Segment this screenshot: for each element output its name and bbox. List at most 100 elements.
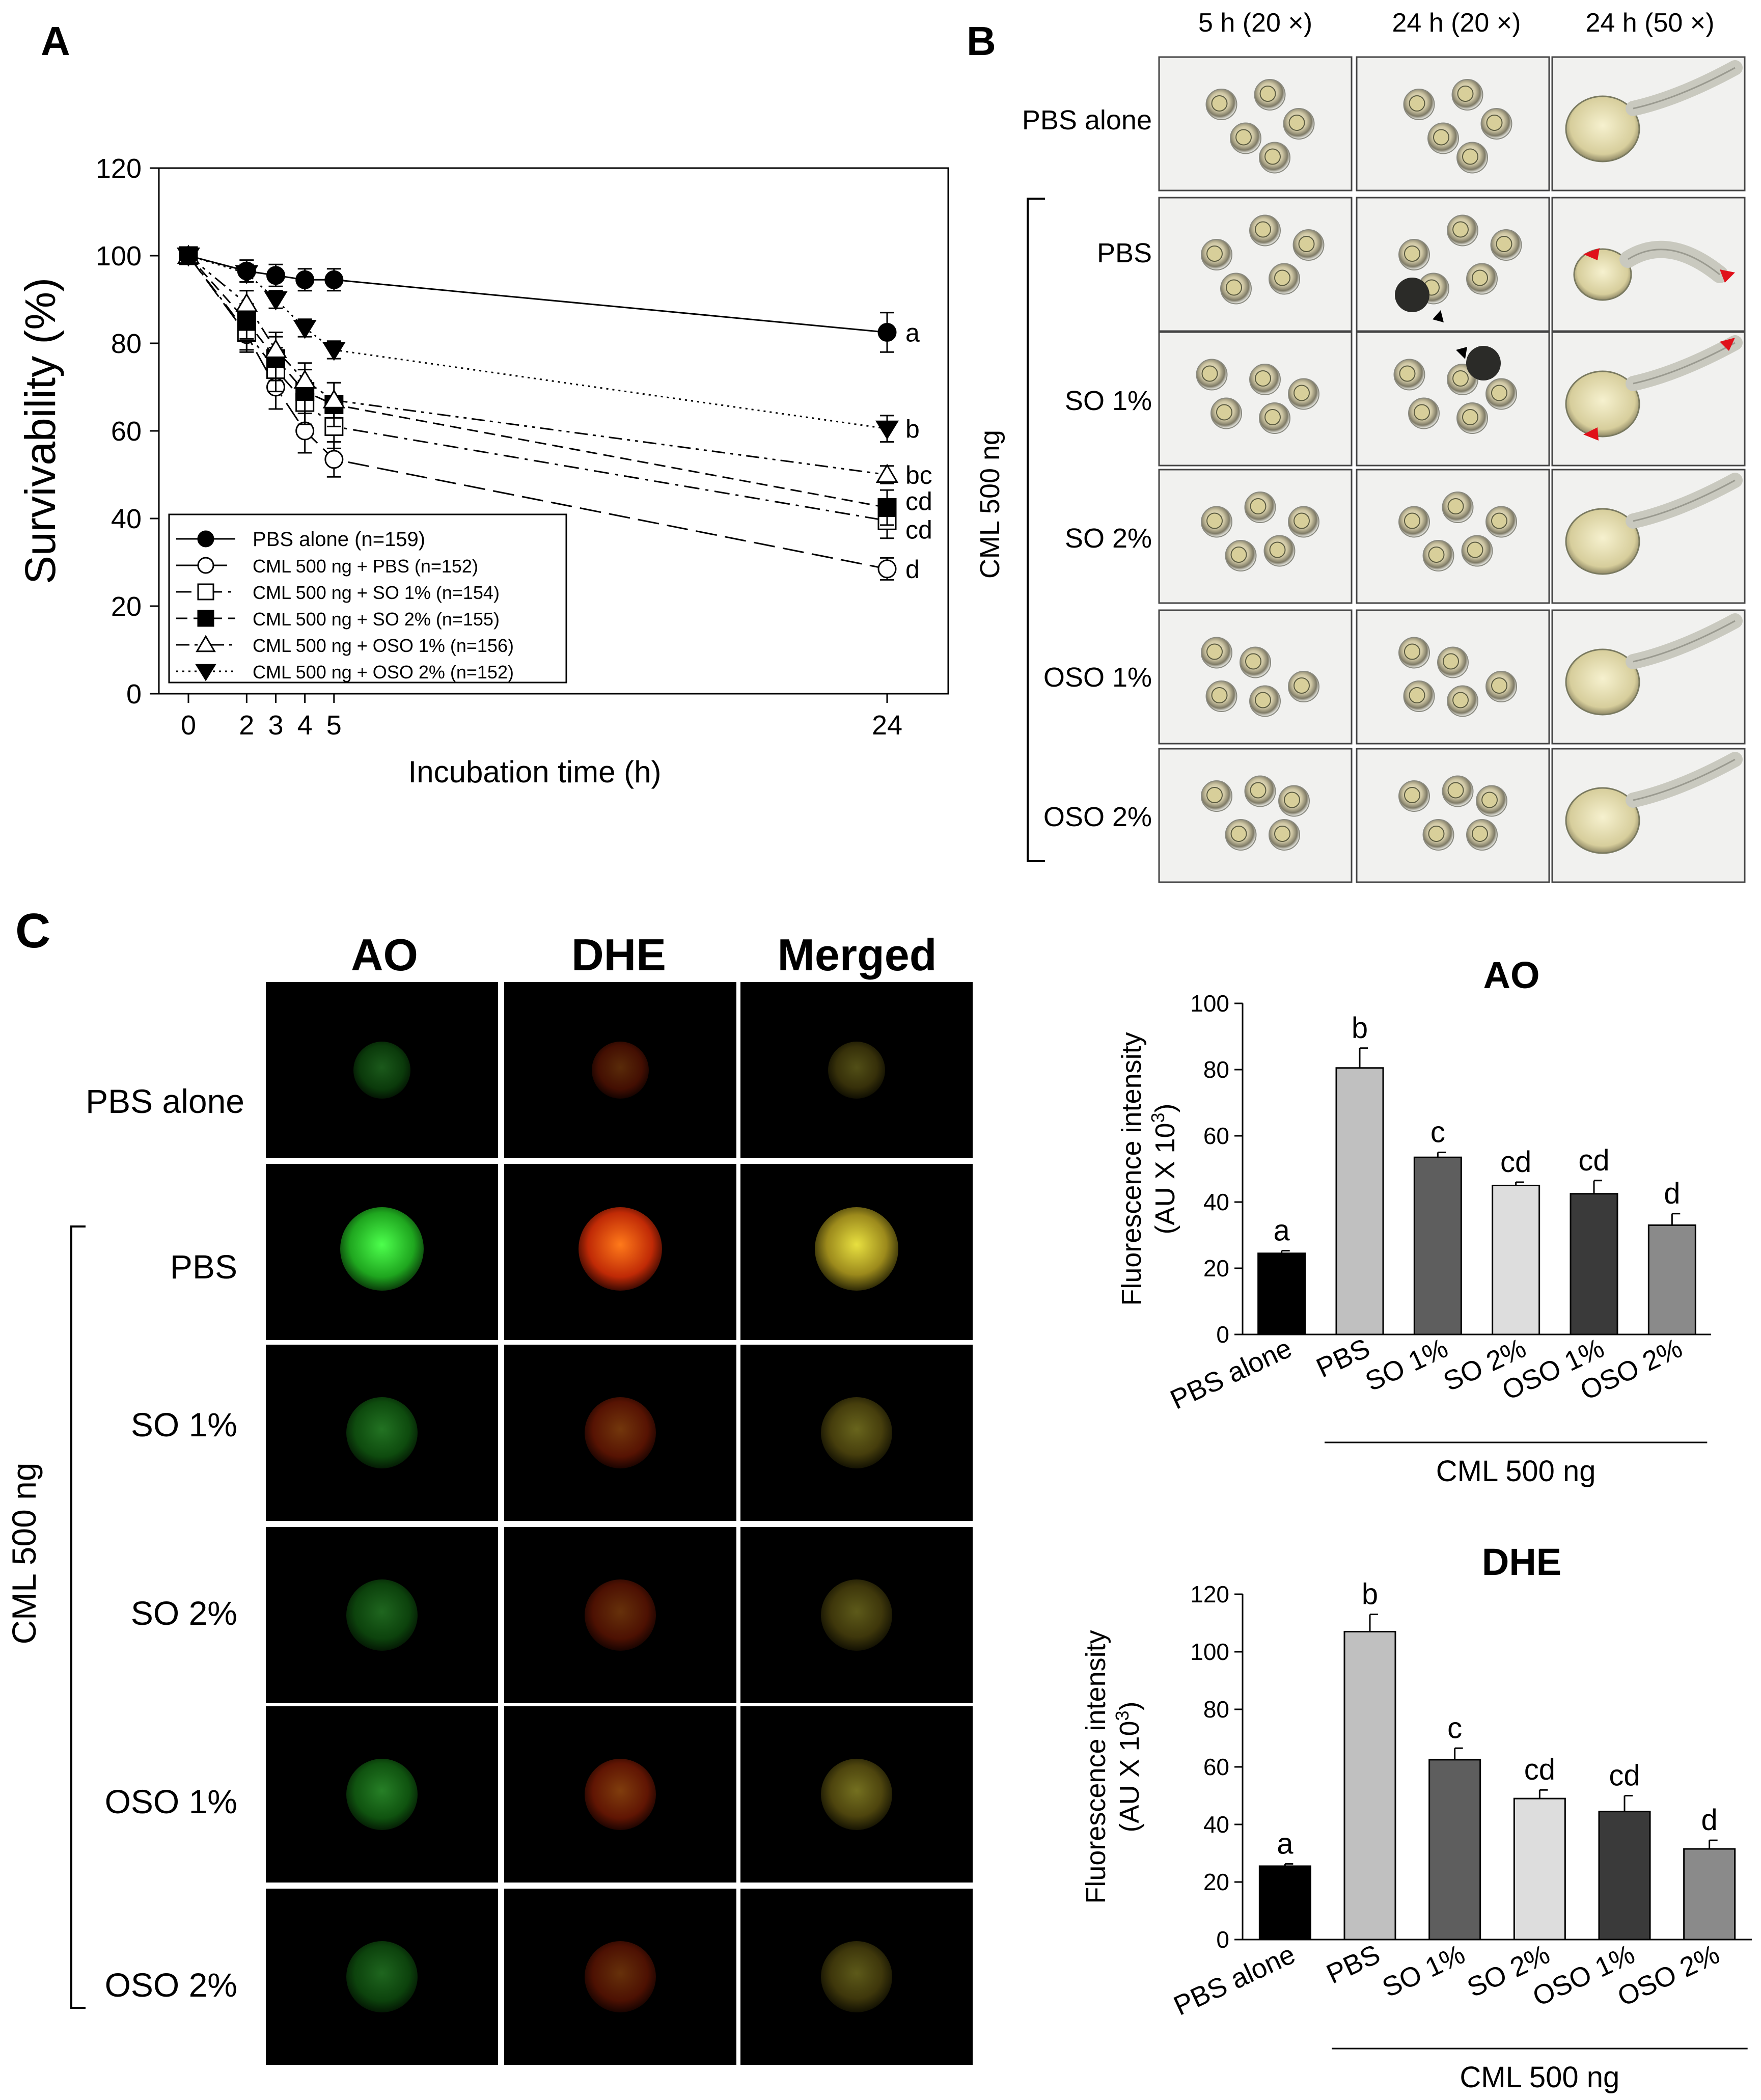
embryo-signal bbox=[821, 1941, 892, 2012]
fluorescence-r4-c1 bbox=[504, 1706, 736, 1883]
embryo-yolk bbox=[1462, 409, 1478, 425]
row-label-so2: SO 2% bbox=[1065, 523, 1152, 554]
embryo-yolk bbox=[1294, 677, 1310, 694]
embryo-signal bbox=[346, 1397, 418, 1468]
data-point bbox=[324, 450, 344, 469]
micrograph-r1-c2 bbox=[1551, 197, 1746, 332]
micrograph-r3-c1 bbox=[1356, 469, 1550, 604]
fluorescence-r5-c1 bbox=[504, 1889, 736, 2065]
micrograph-r5-c2 bbox=[1551, 748, 1746, 883]
significance-letter: cd bbox=[1609, 1759, 1640, 1792]
series-line bbox=[188, 255, 888, 476]
y-tick-label: 100 bbox=[1190, 990, 1229, 1017]
fluorescence-r0-c1 bbox=[504, 982, 736, 1158]
embryo-yolk bbox=[1404, 787, 1420, 803]
data-point bbox=[235, 292, 258, 312]
embryo-signal bbox=[585, 1759, 656, 1830]
embryo-yolk bbox=[1206, 643, 1223, 660]
y-axis-label: Fluorescence intensity bbox=[1116, 1032, 1147, 1305]
micrograph-r5-c0 bbox=[1158, 748, 1353, 883]
column-header-ao: AO bbox=[351, 930, 418, 980]
embryo-yolk bbox=[1255, 692, 1271, 708]
embryo-yolk bbox=[1472, 269, 1488, 286]
x-tick-label: 4 bbox=[297, 710, 313, 741]
embryo-yolk bbox=[1298, 236, 1315, 252]
fluorescence-r1-c0 bbox=[266, 1164, 498, 1340]
larva-yolk bbox=[1573, 248, 1632, 301]
micrograph-r1-c1 bbox=[1356, 197, 1550, 332]
embryo-yolk bbox=[1452, 221, 1469, 238]
larva-yolk bbox=[1565, 370, 1640, 438]
bar bbox=[1413, 1156, 1462, 1335]
row-label-oso2: OSO 2% bbox=[1043, 802, 1152, 832]
data-point bbox=[877, 498, 897, 517]
fluorescence-panel-c: AO DHE Merged PBS alone PBS SO 1% SO 2% … bbox=[5, 930, 973, 2065]
data-point bbox=[264, 339, 287, 358]
row-label-pbs: PBS bbox=[1097, 238, 1152, 268]
significance-letter: a bbox=[905, 319, 920, 347]
embryo-yolk bbox=[1250, 498, 1267, 514]
embryo-yolk bbox=[1404, 512, 1420, 529]
category-label: PBS alone bbox=[1169, 1939, 1300, 2021]
embryo-signal bbox=[585, 1579, 656, 1651]
data-point bbox=[293, 319, 317, 339]
larva-yolk bbox=[1565, 95, 1640, 162]
y-tick-label: 80 bbox=[1203, 1056, 1229, 1083]
embryo-yolk bbox=[1467, 541, 1483, 558]
micrograph-frame bbox=[1356, 469, 1550, 604]
column-header-24h-20x: 24 h (20 ×) bbox=[1392, 8, 1521, 38]
data-point bbox=[264, 291, 288, 311]
row-label-pbs-alone: PBS alone bbox=[1022, 105, 1152, 135]
series-3 bbox=[179, 246, 897, 526]
y-tick-label: 20 bbox=[111, 591, 142, 622]
bar bbox=[1647, 1224, 1696, 1335]
embryo-signal bbox=[815, 1207, 898, 1291]
embryo-yolk bbox=[1428, 826, 1445, 842]
data-point bbox=[324, 270, 344, 289]
embryo-signal bbox=[585, 1941, 656, 2012]
embryo-yolk bbox=[1206, 512, 1223, 529]
fluorescence-r4-c2 bbox=[740, 1706, 973, 1883]
embryo-yolk bbox=[1443, 653, 1459, 670]
chart-title: DHE bbox=[1482, 1541, 1561, 1583]
row-label-so1: SO 1% bbox=[1065, 386, 1152, 416]
embryo-yolk bbox=[1294, 385, 1310, 401]
micrograph-frame bbox=[1356, 609, 1550, 745]
bar bbox=[1492, 1185, 1540, 1335]
column-header-merged: Merged bbox=[778, 930, 937, 980]
column-header-24h-50x: 24 h (50 ×) bbox=[1586, 8, 1715, 38]
micrograph-frame bbox=[1356, 331, 1550, 467]
c-row-label-oso2: OSO 2% bbox=[105, 1966, 237, 2004]
y-tick-label: 120 bbox=[96, 153, 142, 184]
bar bbox=[1598, 1811, 1651, 1941]
embryo-yolk bbox=[1269, 541, 1286, 558]
category-label: PBS alone bbox=[1166, 1332, 1297, 1415]
embryo-yolk bbox=[1250, 782, 1267, 799]
micrograph-r2-c1 bbox=[1356, 331, 1550, 467]
legend-marker bbox=[195, 664, 216, 681]
significance-letter: d bbox=[1664, 1177, 1680, 1210]
group-label: CML 500 ng bbox=[1460, 2061, 1619, 2094]
data-point bbox=[295, 270, 315, 289]
embryo-yolk bbox=[1264, 409, 1281, 425]
embryo-yolk bbox=[1491, 677, 1507, 694]
series-4 bbox=[177, 244, 899, 484]
chart-title: AO bbox=[1483, 954, 1540, 996]
embryo-yolk bbox=[1491, 512, 1507, 529]
dead-embryo bbox=[1395, 278, 1429, 312]
significance-letter: d bbox=[1701, 1804, 1718, 1837]
embryo-yolk bbox=[1496, 236, 1512, 252]
series-line bbox=[187, 255, 888, 570]
y-tick-label: 0 bbox=[1216, 1926, 1229, 1953]
x-tick-label: 0 bbox=[181, 710, 196, 741]
group-label: CML 500 ng bbox=[1436, 1455, 1596, 1488]
embryo-yolk bbox=[1452, 692, 1469, 708]
micrograph-r0-c1 bbox=[1356, 56, 1550, 192]
y-tick-label: 40 bbox=[1203, 1811, 1229, 1838]
significance-letter: cd bbox=[1524, 1753, 1555, 1786]
dead-embryo bbox=[1466, 346, 1501, 380]
black-arrowhead bbox=[1456, 347, 1467, 359]
embryo-yolk bbox=[1255, 370, 1271, 387]
embryo-yolk bbox=[1486, 115, 1503, 131]
